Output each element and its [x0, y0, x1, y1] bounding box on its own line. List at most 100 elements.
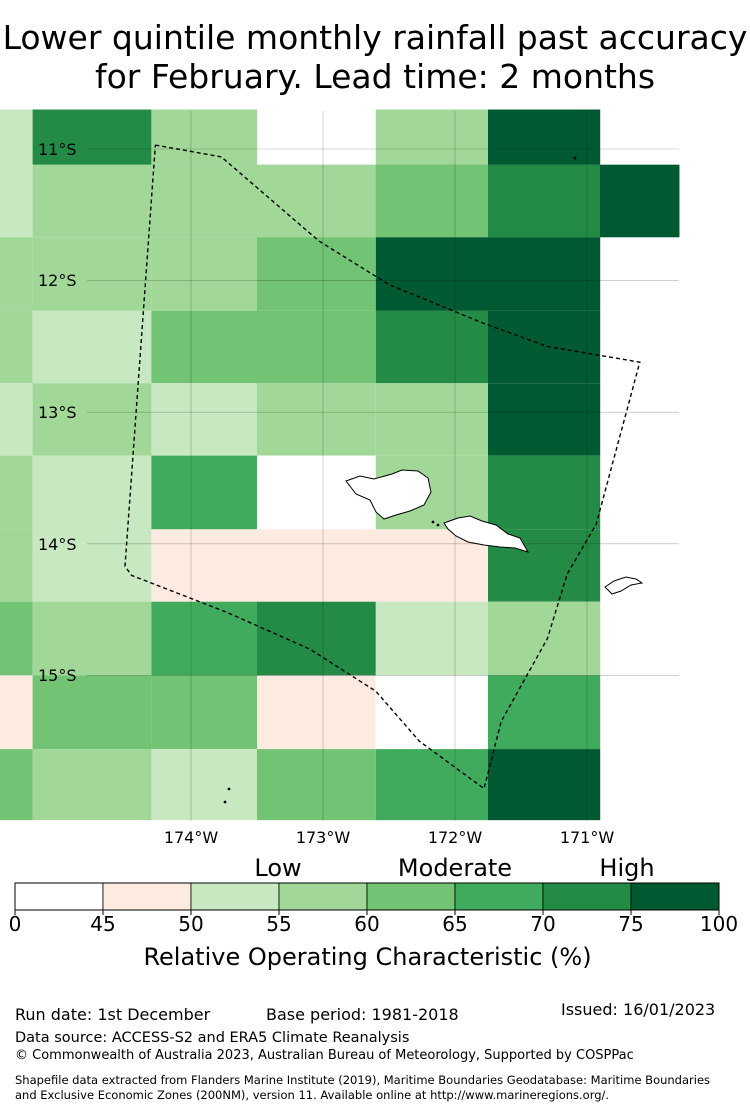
colorbar-segment — [542, 882, 632, 911]
colorbar-tick: 0 — [8, 912, 22, 936]
heatmap-cell — [375, 749, 488, 821]
heatmap-cell — [257, 529, 376, 602]
colorbar-segment — [630, 882, 720, 911]
heatmap-cell — [151, 749, 257, 821]
heatmap-cell — [488, 164, 601, 238]
colorbar-segment — [102, 882, 192, 911]
heatmap-cell — [600, 164, 680, 238]
copyright: © Commonwealth of Australia 2023, Austra… — [15, 1048, 634, 1063]
heatmap-cell — [32, 455, 152, 530]
heatmap-cell — [0, 109, 33, 165]
colorbar-tick: 100 — [699, 912, 739, 936]
island-outline — [345, 469, 432, 520]
heatmap-cell — [151, 601, 257, 676]
lat-label-11s: 11°S — [38, 140, 77, 159]
heatmap-cell — [0, 529, 33, 602]
lon-label-172w: 172°W — [427, 828, 483, 847]
lat-label-14s: 14°S — [38, 535, 77, 554]
heatmap-cell — [151, 383, 257, 456]
colorbar-title: Relative Operating Characteristic (%) — [143, 943, 592, 971]
lat-label-15s: 15°S — [38, 666, 77, 685]
heatmap-cell — [151, 310, 257, 384]
heatmap-cell — [257, 237, 376, 311]
heatmap-cell — [257, 675, 376, 750]
heatmap-cell — [257, 310, 376, 384]
islet — [223, 800, 227, 804]
heatmap-cell — [32, 237, 152, 311]
colorbar-tick: 65 — [442, 912, 468, 936]
heatmap-cell — [257, 749, 376, 821]
heatmap-cell — [0, 675, 33, 750]
heatmap-cell — [488, 310, 601, 384]
islet — [431, 520, 435, 524]
colorbar-segment — [278, 882, 368, 911]
heatmap-cell — [151, 529, 257, 602]
map-title: Lower quintile monthly rainfall past acc… — [2, 18, 748, 96]
heatmap-cell — [0, 310, 33, 384]
heatmap-cell — [375, 601, 488, 676]
issued-date: Issued: 16/01/2023 — [561, 1000, 716, 1019]
heatmap-cell — [32, 164, 257, 238]
heatmap-cell — [375, 675, 488, 750]
category-moderate: Moderate — [397, 854, 513, 882]
lon-label-171w: 171°W — [559, 828, 615, 847]
heatmap-cell — [375, 310, 488, 384]
heatmap-cell — [151, 237, 257, 311]
category-high: High — [599, 854, 655, 882]
lat-label-12s: 12°S — [38, 271, 77, 290]
heatmap-cell — [151, 675, 257, 750]
heatmap-cell — [257, 383, 376, 456]
heatmap-cell — [32, 675, 152, 750]
heatmap-cell — [0, 601, 33, 676]
shapefile-credit-line2: and Exclusive Economic Zones (200NM), ve… — [15, 1088, 610, 1102]
island-outline — [443, 515, 530, 553]
shapefile-credit-line1: Shapefile data extracted from Flanders M… — [15, 1073, 711, 1087]
heatmap-cell — [0, 455, 33, 530]
islet — [227, 787, 231, 791]
islet — [573, 156, 577, 160]
colorbar-segment — [366, 882, 456, 911]
heatmap-cell — [32, 383, 152, 456]
heatmap-cell — [375, 164, 488, 238]
islet — [436, 523, 440, 527]
heatmap-cell — [375, 383, 488, 456]
run-date: Run date: 1st December — [15, 1005, 211, 1024]
heatmap-cell — [257, 109, 376, 165]
colorbar-tick: 75 — [618, 912, 644, 936]
heatmap-cell — [0, 749, 33, 821]
heatmap-cell — [0, 164, 33, 238]
data-source: Data source: ACCESS-S2 and ERA5 Climate … — [15, 1030, 410, 1046]
base-period: Base period: 1981-2018 — [266, 1005, 459, 1024]
heatmap-cell — [375, 109, 488, 165]
heatmap-cell — [488, 237, 601, 311]
heatmap-cell — [488, 749, 601, 821]
heatmap-cell — [375, 237, 488, 311]
lon-label-173w: 173°W — [295, 828, 351, 847]
heatmap-cell — [32, 529, 152, 602]
heatmap-cell — [488, 455, 601, 530]
heatmap-cell — [0, 237, 33, 311]
colorbar-tick: 50 — [178, 912, 204, 936]
heatmap-cell — [488, 109, 601, 165]
colorbar-tick: 70 — [530, 912, 556, 936]
heatmap-cell — [32, 109, 152, 165]
colorbar-segment — [14, 882, 104, 911]
heatmap-cell — [257, 164, 376, 238]
colorbar-tick: 60 — [354, 912, 380, 936]
heatmap-cell — [151, 109, 257, 165]
category-low: Low — [254, 854, 302, 882]
heatmap-cell — [488, 675, 601, 750]
heatmap-cell — [257, 601, 376, 676]
heatmap-cell — [0, 383, 33, 456]
heatmap-cell — [488, 383, 601, 456]
island-outline — [604, 576, 644, 595]
colorbar-tick: 45 — [90, 912, 116, 936]
heatmap-cell — [32, 601, 152, 676]
heatmap-cell — [32, 749, 152, 821]
colorbar-segment — [454, 882, 544, 911]
heatmap-cell — [151, 455, 257, 530]
colorbar-tick: 55 — [266, 912, 292, 936]
lat-label-13s: 13°S — [38, 403, 77, 422]
lon-label-174w: 174°W — [163, 828, 219, 847]
